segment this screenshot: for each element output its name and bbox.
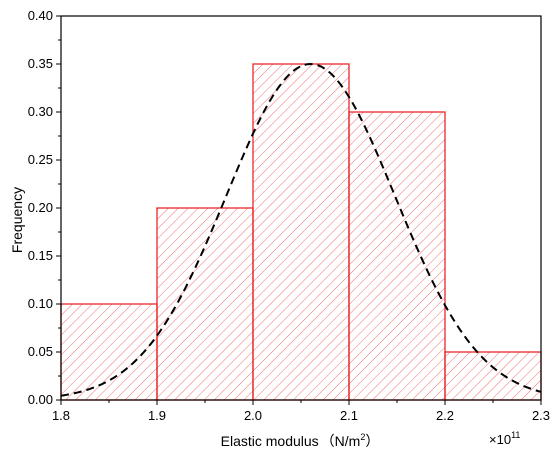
normal-fit-curve (61, 62, 541, 397)
histogram-bar-2 (156, 207, 254, 401)
y-axis: 0.00 0.05 0.10 0.15 0.20 0.25 0.30 0.35 0.40 (28, 8, 61, 407)
histogram-bar-1 (60, 303, 158, 401)
y-tick-label: 0.20 (28, 200, 53, 215)
y-tick-label: 0.25 (28, 152, 53, 167)
y-tick-label: 0.00 (28, 392, 53, 407)
x-tick-label: 2.0 (244, 408, 262, 423)
x-axis-title: Elastic modulus （N/m2） (221, 432, 380, 449)
histogram-bar-4 (348, 111, 446, 401)
y-tick-label: 0.30 (28, 104, 53, 119)
y-tick-label: 0.35 (28, 56, 53, 71)
x-tick-label: 2.1 (340, 408, 358, 423)
histogram-bar-5 (444, 351, 542, 401)
y-tick-label: 0.15 (28, 248, 53, 263)
x-multiplier: ×1011 (489, 430, 520, 447)
x-tick-label: 1.9 (148, 408, 166, 423)
bars-group (60, 63, 542, 401)
x-axis: 1.8 1.9 2.0 2.1 2.2 2.3 (52, 400, 550, 423)
y-tick-label: 0.05 (28, 344, 53, 359)
histogram-bar-3 (252, 63, 350, 401)
y-tick-label: 0.10 (28, 296, 53, 311)
x-tick-label: 2.2 (436, 408, 454, 423)
x-tick-label: 1.8 (52, 408, 70, 423)
x-tick-label: 2.3 (532, 408, 550, 423)
y-axis-title: Frequency (9, 187, 25, 253)
y-tick-label: 0.40 (28, 8, 53, 23)
